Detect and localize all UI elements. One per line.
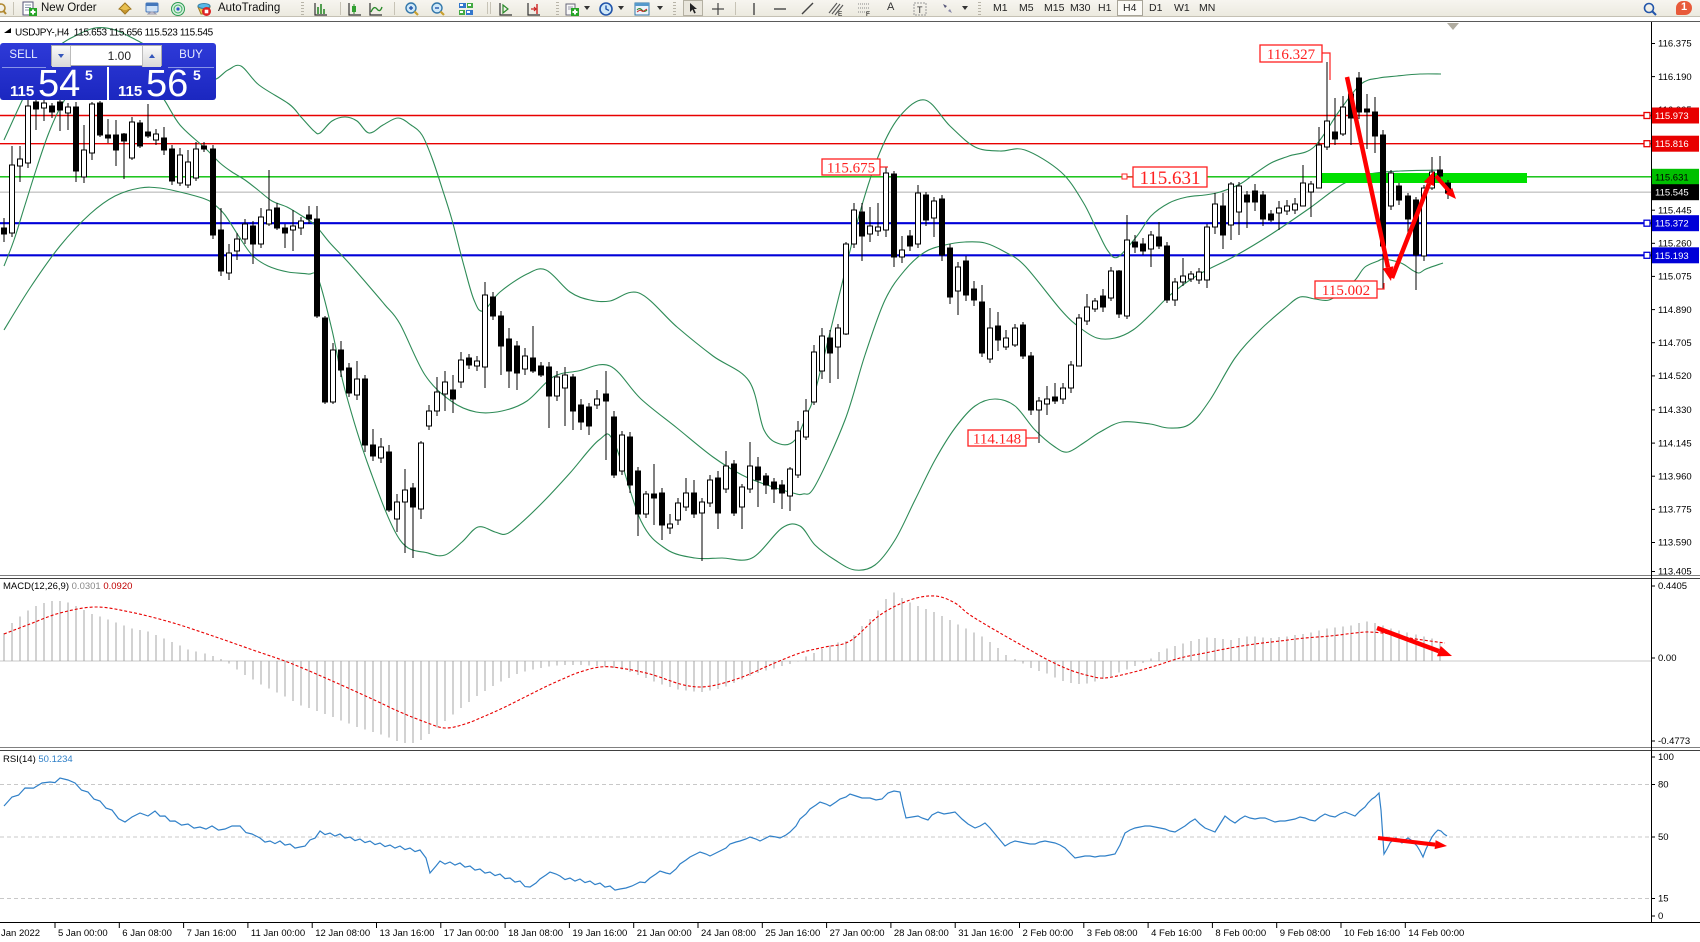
svg-text:USDJPY-,H4 115.653 115.656 11: USDJPY-,H4 115.653 115.656 115.523 115.5…	[15, 28, 214, 39]
svg-text:113.405: 113.405	[1658, 567, 1692, 578]
svg-text:21 Jan 00:00: 21 Jan 00:00	[637, 928, 692, 939]
svg-text:113.960: 113.960	[1658, 471, 1692, 482]
svg-text:116.190: 116.190	[1658, 72, 1692, 83]
svg-text:T: T	[917, 5, 923, 15]
svg-text:31 Jan 16:00: 31 Jan 16:00	[958, 928, 1013, 939]
svg-text:116.375: 116.375	[1658, 39, 1692, 50]
svg-text:17 Jan 00:00: 17 Jan 00:00	[444, 928, 499, 939]
svg-text:6 Jan 08:00: 6 Jan 08:00	[122, 928, 172, 939]
svg-text:2 Feb 00:00: 2 Feb 00:00	[1023, 928, 1074, 939]
svg-text:MACD(12,26,9) 0.0301 0.0920: MACD(12,26,9) 0.0301 0.0920	[3, 581, 132, 592]
svg-text:113.590: 113.590	[1658, 538, 1692, 549]
svg-text:114.520: 114.520	[1658, 371, 1692, 382]
svg-text:15: 15	[1658, 894, 1669, 905]
svg-text:10 Feb 16:00: 10 Feb 16:00	[1344, 928, 1400, 939]
svg-text:115.372: 115.372	[1655, 219, 1689, 230]
svg-text:113.775: 113.775	[1658, 505, 1692, 516]
svg-text:8 Feb 00:00: 8 Feb 00:00	[1215, 928, 1266, 939]
svg-text:100: 100	[1658, 752, 1674, 763]
svg-text:19 Jan 16:00: 19 Jan 16:00	[572, 928, 627, 939]
svg-text:28 Jan 08:00: 28 Jan 08:00	[894, 928, 949, 939]
svg-text:114.705: 114.705	[1658, 338, 1692, 349]
svg-text:115.260: 115.260	[1658, 239, 1692, 250]
svg-text:115.075: 115.075	[1658, 272, 1692, 283]
svg-text:115.545: 115.545	[1655, 188, 1689, 199]
svg-text:-0.4773: -0.4773	[1658, 736, 1690, 747]
svg-text:12 Jan 08:00: 12 Jan 08:00	[315, 928, 370, 939]
svg-text:5 Jan 00:00: 5 Jan 00:00	[58, 928, 108, 939]
svg-text:115.973: 115.973	[1655, 111, 1689, 122]
svg-text:27 Jan 00:00: 27 Jan 00:00	[830, 928, 885, 939]
svg-text:25 Jan 16:00: 25 Jan 16:00	[765, 928, 820, 939]
svg-text:115.675: 115.675	[827, 160, 875, 176]
svg-text:114.330: 114.330	[1658, 405, 1692, 416]
svg-text:9 Feb 08:00: 9 Feb 08:00	[1280, 928, 1331, 939]
svg-text:RSI(14) 50.1234: RSI(14) 50.1234	[3, 754, 73, 765]
svg-text:0: 0	[1658, 911, 1663, 922]
svg-text:0.4405: 0.4405	[1658, 581, 1687, 592]
svg-text:114.145: 114.145	[1658, 438, 1692, 449]
svg-text:13 Jan 16:00: 13 Jan 16:00	[380, 928, 435, 939]
svg-text:11 Jan 00:00: 11 Jan 00:00	[251, 928, 305, 939]
svg-text:4 Feb 16:00: 4 Feb 16:00	[1151, 928, 1202, 939]
svg-text:115.631: 115.631	[1655, 172, 1689, 183]
svg-text:18 Jan 08:00: 18 Jan 08:00	[508, 928, 563, 939]
svg-text:115.445: 115.445	[1658, 205, 1692, 216]
svg-text:115.631: 115.631	[1139, 168, 1200, 189]
svg-text:0.00: 0.00	[1658, 653, 1677, 664]
svg-text:Jan 2022: Jan 2022	[1, 928, 40, 939]
svg-text:3 Feb 08:00: 3 Feb 08:00	[1087, 928, 1138, 939]
svg-text:14 Feb 00:00: 14 Feb 00:00	[1408, 928, 1464, 939]
svg-text:E: E	[838, 11, 843, 17]
svg-text:115.002: 115.002	[1322, 283, 1370, 299]
svg-text:115.816: 115.816	[1655, 139, 1689, 150]
svg-text:114.148: 114.148	[973, 431, 1021, 447]
svg-text:115.193: 115.193	[1655, 251, 1689, 262]
svg-text:F: F	[866, 11, 870, 17]
svg-text:114.890: 114.890	[1658, 305, 1692, 316]
svg-text:80: 80	[1658, 780, 1669, 791]
svg-text:7 Jan 16:00: 7 Jan 16:00	[187, 928, 237, 939]
svg-text:50: 50	[1658, 832, 1669, 843]
svg-text:116.327: 116.327	[1267, 47, 1316, 63]
svg-text:24 Jan 08:00: 24 Jan 08:00	[701, 928, 756, 939]
